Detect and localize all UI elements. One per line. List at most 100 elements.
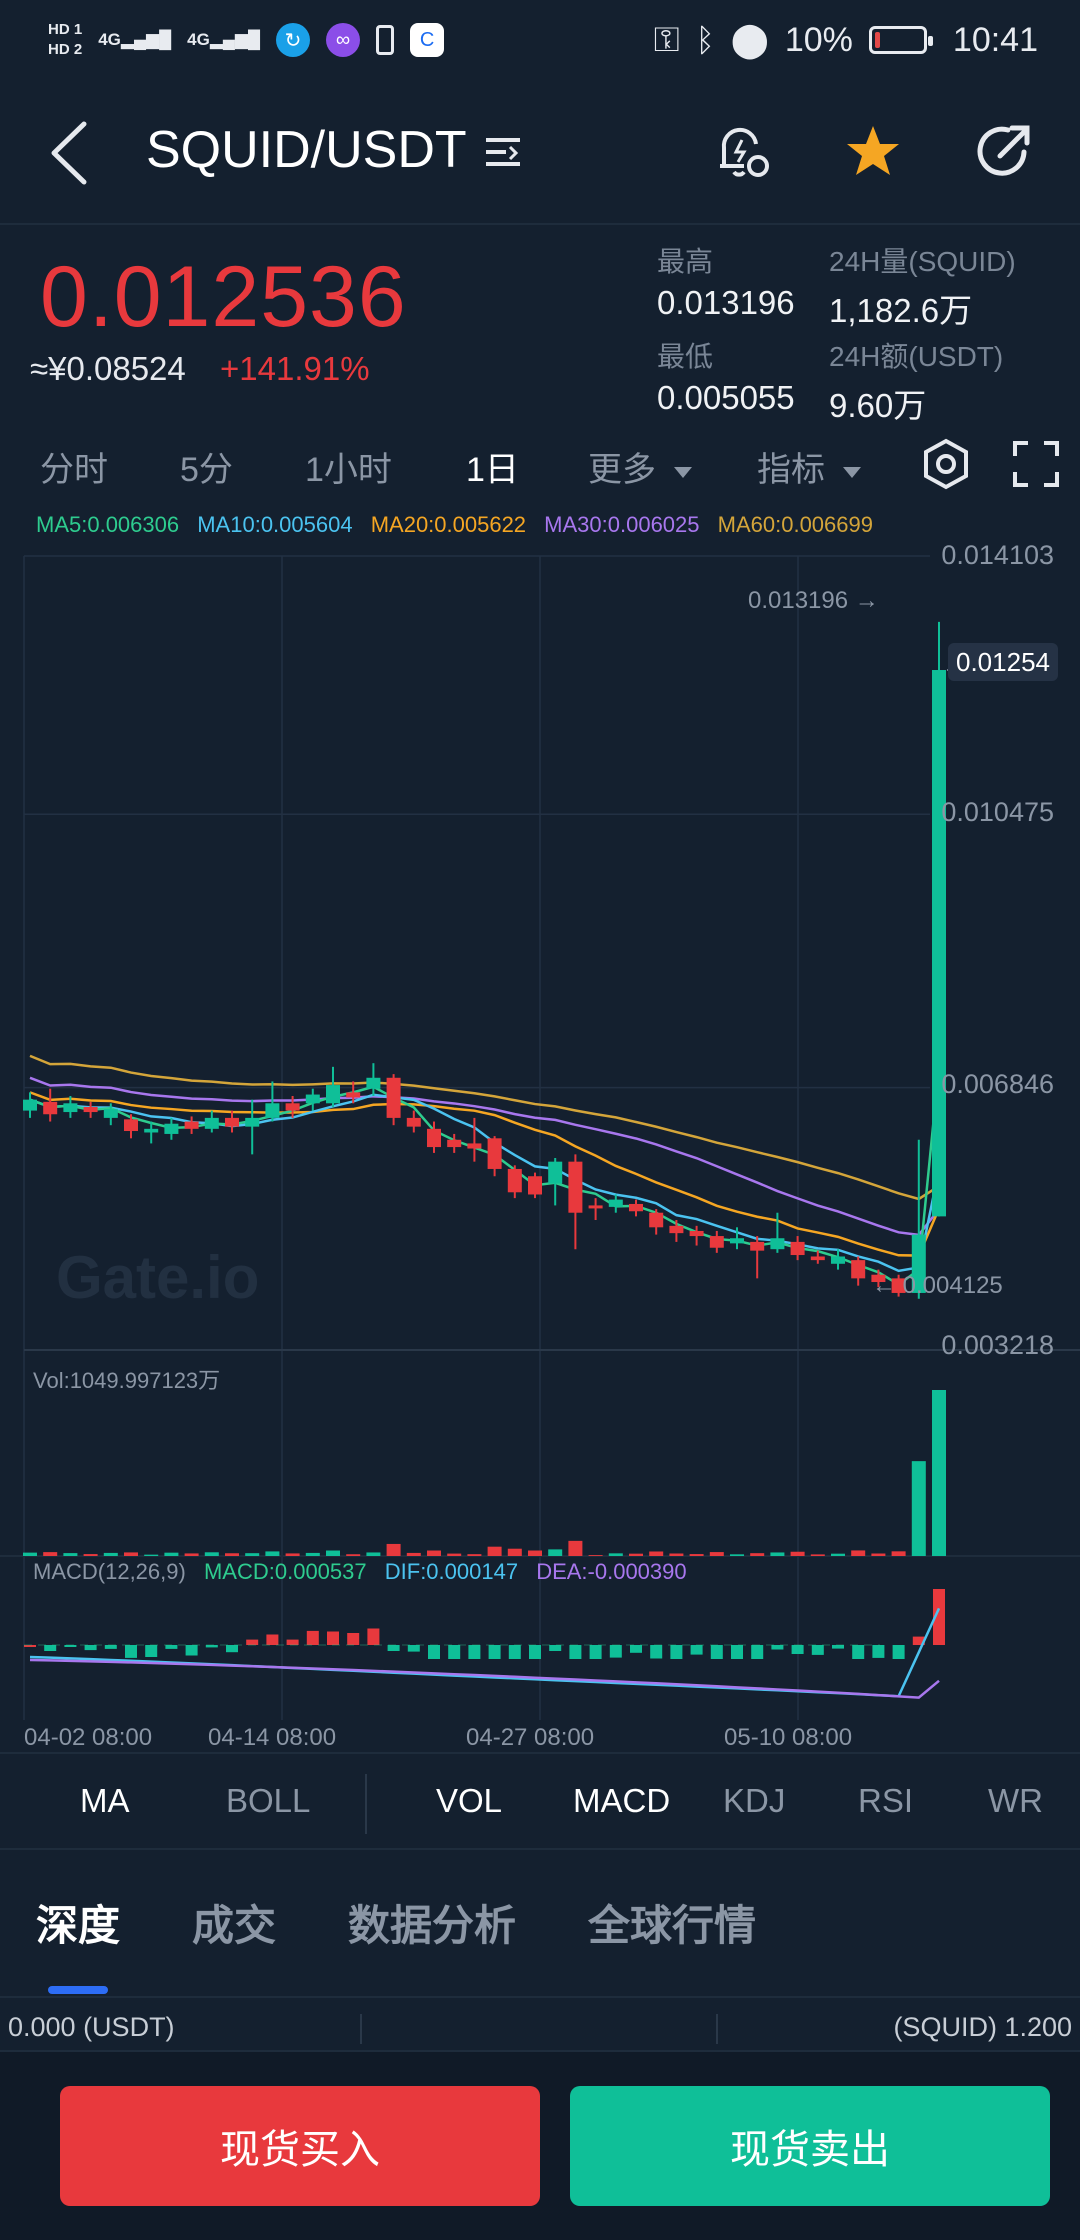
candle-body: [891, 1278, 906, 1293]
ma20-line: [29, 1091, 941, 1257]
candlestick-chart[interactable]: [0, 540, 1080, 1760]
y-tick-label: 0.014103: [941, 540, 1054, 570]
pair-title[interactable]: SQUID/USDT: [146, 121, 467, 179]
volume-bar: [63, 1553, 78, 1556]
active-tab-indicator: [48, 1986, 108, 1994]
volume-bar: [427, 1550, 441, 1556]
settings-icon[interactable]: [920, 438, 972, 490]
alert-icon[interactable]: [712, 122, 772, 182]
period-tab-1d[interactable]: 1日: [466, 451, 519, 489]
macd-bar: [44, 1645, 57, 1651]
volume-bar: [406, 1552, 421, 1556]
indicator-tab-kdj[interactable]: KDJ: [723, 1782, 786, 1819]
macd-bar: [731, 1645, 743, 1659]
period-tab-indicator[interactable]: 指标: [757, 442, 861, 491]
y-tick-label: 0.003218: [941, 1330, 1054, 1360]
macd-bar: [145, 1645, 158, 1657]
candle-body: [265, 1103, 280, 1118]
macd-bar: [589, 1645, 602, 1659]
buy-button[interactable]: 现货买入: [60, 2086, 540, 2206]
dea-line: [29, 1658, 940, 1699]
volume-bar: [245, 1553, 260, 1556]
macd-bar: [428, 1645, 440, 1659]
macd-bar: [751, 1645, 764, 1659]
candle-body: [629, 1203, 643, 1212]
macd-bar: [771, 1645, 784, 1650]
dea-value: DEA:-0.000390: [536, 1559, 687, 1584]
candle-body: [144, 1128, 159, 1133]
candle-body: [568, 1161, 583, 1213]
battery-percent: 10%: [784, 20, 853, 59]
candle-body: [225, 1117, 239, 1127]
candle-body: [810, 1256, 825, 1261]
period-tab-more[interactable]: 更多: [588, 442, 692, 491]
period-tab-5m[interactable]: 5分: [180, 451, 233, 489]
indicator-tab-vol[interactable]: VOL: [436, 1782, 503, 1819]
ma10-value: MA10:0.005604: [197, 512, 353, 537]
signal-icon-2: 4G▂▄▆█: [187, 30, 261, 49]
last-price: 0.012536: [40, 249, 407, 345]
macd-bar: [892, 1645, 905, 1659]
macd-bar: [327, 1631, 339, 1645]
x-tick-label: 05-10 08:00: [724, 1724, 853, 1751]
macd-bar: [84, 1645, 97, 1651]
volume-bar: [649, 1551, 664, 1556]
candle-body: [83, 1106, 98, 1113]
tab-global-market[interactable]: 全球行情: [588, 1902, 757, 1949]
candle-body: [427, 1128, 441, 1148]
menu-icon[interactable]: [484, 132, 524, 172]
candle-body: [43, 1101, 58, 1115]
macd-bar: [508, 1645, 521, 1659]
bluetooth-icon: ᛒ: [695, 21, 715, 58]
x-tick-label: 04-27 08:00: [466, 1724, 595, 1751]
macd-bar: [872, 1645, 885, 1658]
volume-bar: [305, 1552, 320, 1556]
y-tick-label: 0.006846: [941, 1069, 1054, 1099]
sell-button[interactable]: 现货卖出: [570, 2086, 1050, 2206]
volume-bar: [225, 1553, 239, 1556]
volume-bar: [346, 1554, 361, 1556]
candle-body: [548, 1161, 563, 1184]
macd-bar: [205, 1645, 218, 1648]
macd-bar: [529, 1645, 541, 1659]
volume-bar: [730, 1554, 744, 1556]
back-icon[interactable]: [40, 118, 100, 188]
volume-bar: [629, 1553, 643, 1556]
price-cny: ≈¥0.08524: [30, 350, 186, 387]
section-tabs: 深度 成交 数据分析 全球行情: [0, 1850, 1080, 1998]
ma5-value: MA5:0.006306: [36, 512, 180, 537]
tab-depth[interactable]: 深度: [36, 1902, 121, 1949]
period-tab-time[interactable]: 分时: [40, 451, 108, 489]
volume-bar: [265, 1551, 280, 1556]
low-marker: ← 0.004125: [872, 1272, 1003, 1299]
period-tab-1h[interactable]: 1小时: [305, 451, 392, 489]
volume-bar: [770, 1552, 785, 1556]
candle-body: [204, 1117, 219, 1129]
macd-bar: [933, 1589, 945, 1645]
candle-body: [709, 1236, 724, 1248]
fullscreen-icon[interactable]: [1012, 440, 1060, 488]
macd-bar: [791, 1645, 804, 1654]
tab-trades[interactable]: 成交: [192, 1902, 277, 1949]
volume-bar: [386, 1543, 401, 1556]
share-icon[interactable]: [974, 122, 1034, 182]
period-indicator-label: 指标: [757, 451, 825, 489]
volume-bar: [326, 1550, 340, 1556]
indicator-tab-rsi[interactable]: RSI: [858, 1782, 914, 1819]
candle-body: [285, 1103, 300, 1111]
macd-bar: [246, 1639, 259, 1645]
candle-body: [528, 1176, 542, 1195]
phone-icon: [376, 25, 395, 55]
indicator-tab-wr[interactable]: WR: [988, 1782, 1043, 1819]
indicator-tab-boll[interactable]: BOLL: [226, 1782, 311, 1819]
tab-data-analysis[interactable]: 数据分析: [348, 1902, 517, 1949]
candle-body: [326, 1085, 340, 1104]
header: SQUID/USDT: [0, 80, 1080, 225]
macd-bar: [407, 1645, 420, 1652]
battery-fill: [874, 32, 880, 48]
indicator-tab-macd[interactable]: MACD: [573, 1782, 671, 1819]
star-icon[interactable]: [843, 122, 903, 182]
volume-bar: [790, 1551, 805, 1556]
indicator-tab-ma[interactable]: MA: [80, 1782, 130, 1819]
volume-bar: [467, 1554, 482, 1556]
